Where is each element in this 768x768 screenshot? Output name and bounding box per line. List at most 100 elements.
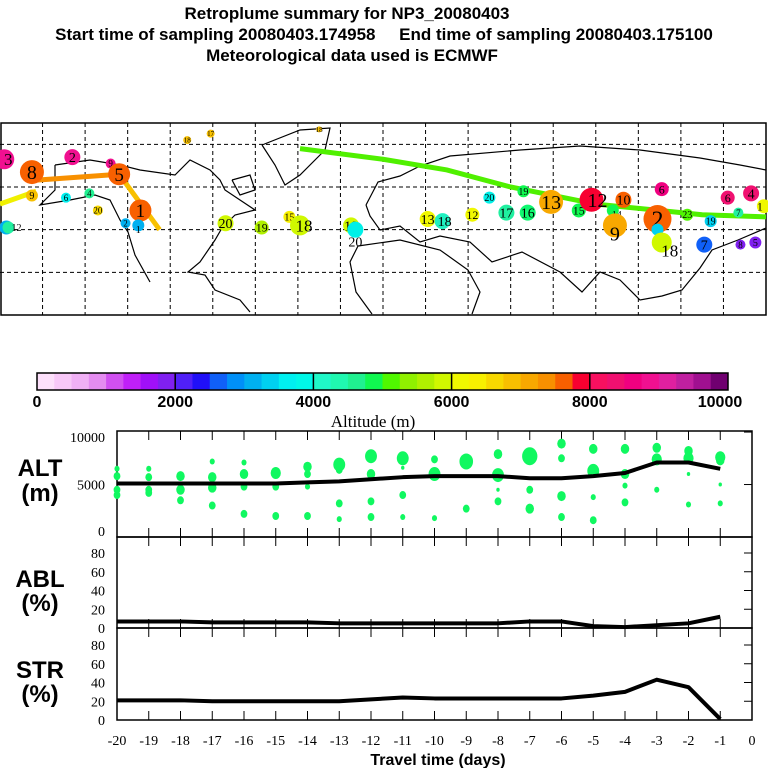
altitude-fraction-dot [462, 504, 470, 513]
altitude-fraction-dot [493, 449, 503, 460]
altitude-fraction-dot [366, 469, 376, 480]
altitude-fraction-dot [335, 499, 343, 508]
colorbar-swatch [106, 373, 124, 390]
plume-marker-circle [19, 160, 44, 185]
colorbar-swatch [676, 373, 694, 390]
colorbar-swatch [451, 373, 470, 390]
x-tick-label: -3 [651, 734, 663, 749]
plume-marker-day: 1 [757, 199, 763, 213]
plume-marker-circle [2, 221, 15, 234]
y-tick-label: 0 [98, 525, 105, 540]
colorbar-swatch [140, 373, 159, 390]
plume-marker: 1 [129, 199, 152, 222]
series-line-str [117, 677, 722, 721]
altitude-fraction-dot [145, 473, 153, 482]
altitude-fraction-dot [459, 453, 474, 470]
plume-marker: 19 [704, 215, 717, 228]
colorbar-swatch [261, 373, 280, 390]
y-tick-label: 0 [98, 622, 105, 637]
panel-label: ALT [18, 455, 63, 482]
altitude-fraction-dot [145, 488, 153, 497]
plume-marker-day: 7 [701, 239, 708, 254]
plume-marker-day: 20 [484, 193, 494, 204]
colorbar-swatch [537, 373, 556, 390]
plume-marker-circle [183, 136, 192, 145]
x-tick-label: -20 [108, 734, 127, 749]
plume-marker: 9 [25, 189, 38, 202]
x-tick-label: -7 [524, 734, 536, 749]
plume-marker: 5 [108, 163, 131, 186]
altitude-fraction-dot [716, 455, 725, 466]
plume-marker-day: 5 [114, 165, 124, 186]
x-tick-label: 0 [749, 734, 756, 749]
plume-marker-circle [733, 207, 744, 218]
plume-marker: 3 [0, 149, 15, 170]
plume-marker: 6 [720, 190, 735, 205]
x-tick-label: -16 [235, 734, 254, 749]
colorbar-swatch [330, 373, 349, 390]
colorbar-swatch [88, 373, 107, 390]
plume-marker-circle [602, 213, 627, 238]
colorbar-swatch [347, 373, 366, 390]
plume-marker-circle [25, 189, 38, 202]
altitude-fraction-dot [304, 483, 311, 490]
x-tick-label: -1 [714, 734, 726, 749]
plume-marker: 16 [519, 204, 536, 222]
plume-marker-day: 20 [348, 236, 362, 251]
plume-marker-day: 1 [136, 201, 146, 222]
colorbar-swatch [607, 373, 625, 390]
plume-marker-circle [483, 191, 496, 204]
altitude-fraction-dot [557, 438, 566, 449]
plume-marker-day: 20 [93, 206, 103, 216]
plume-marker-day: 15 [284, 212, 294, 223]
colorbar-swatch [503, 373, 522, 390]
colorbar-swatch [658, 373, 677, 390]
x-tick-label: -6 [556, 734, 568, 749]
plume-marker-circle [643, 205, 672, 233]
y-tick-label: 60 [91, 566, 105, 581]
plume-marker-circle [132, 219, 145, 232]
x-tick-label: -14 [298, 734, 317, 749]
plume-marker-day: 16 [521, 207, 535, 222]
colorbar-label: Altitude (m) [331, 412, 416, 431]
plume-marker-circle [217, 215, 234, 232]
y-tick-label: 5000 [77, 479, 105, 494]
plume-marker-day: 17 [207, 130, 215, 138]
altitude-fraction-dot [114, 465, 120, 472]
plume-marker: 7 [696, 236, 713, 254]
plume-marker: 2 [64, 149, 81, 166]
plume-marker: 1 [757, 199, 768, 213]
colorbar-swatch [175, 373, 193, 390]
plume-marker-circle [347, 221, 364, 238]
altitude-fraction-dot [400, 514, 406, 521]
altitude-fraction-dot [525, 503, 534, 514]
panel-unit: (m) [21, 480, 58, 507]
altitude-fraction-dot [431, 455, 438, 464]
altitude-fraction-dot [367, 513, 375, 522]
y-tick-label: 0 [98, 714, 105, 729]
plume-marker: 17 [206, 129, 215, 138]
plume-marker: 18 [434, 213, 452, 230]
altitude-fraction-dot [557, 491, 566, 502]
plume-marker: 12 [579, 187, 608, 212]
altitude-fraction-dot [652, 442, 661, 453]
colorbar-tick-label: 2000 [157, 394, 193, 411]
plume-marker-circle [651, 232, 672, 253]
plume-marker-circle [316, 126, 323, 133]
plume-marker-day: 19 [256, 221, 268, 235]
altitude-fraction-dot [304, 470, 311, 479]
plume-marker-circle [129, 199, 152, 222]
plume-marker: 18 [290, 215, 313, 236]
plume-marker-circle [64, 149, 81, 166]
colorbar-swatch [365, 373, 383, 390]
altitude-fraction-dot [589, 443, 598, 454]
plume-marker-circle [720, 190, 735, 205]
colorbar-swatch [382, 373, 401, 390]
altitude-fraction-dot [335, 465, 343, 474]
map-panel: 3829511242064920191518192018171812131812… [0, 122, 768, 316]
plume-marker-day: 23 [682, 210, 692, 221]
sampling-times: Start time of sampling 20080403.174958 E… [55, 25, 713, 44]
plume-marker-circle [498, 204, 515, 221]
plume-marker-day: 19 [518, 187, 528, 198]
y-tick-label: 80 [91, 639, 105, 654]
